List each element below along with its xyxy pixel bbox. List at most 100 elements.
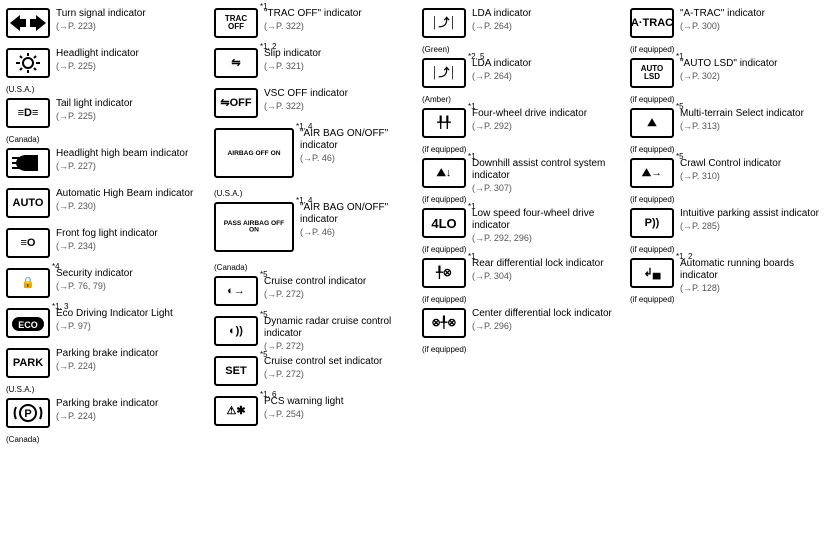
footnote-ref: *5 <box>260 350 268 359</box>
footnote-ref: *1, 3 <box>52 302 68 311</box>
footnote-ref: *2, 5 <box>468 52 484 61</box>
parking-icon: P)) <box>630 208 674 238</box>
indicator-entry: ≡OFront fog light indicator(→P. 234) <box>6 228 210 264</box>
atrac-icon: A·TRAC <box>630 8 674 38</box>
indicator-entry: *1TRAC OFF"TRAC OFF" indicator(→P. 322) <box>214 8 418 44</box>
indicator-entry: PARKParking brake indicator(→P. 224) <box>6 348 210 384</box>
page-ref: (→P. 264) <box>472 21 626 32</box>
footnote-ref: *5 <box>676 152 684 161</box>
column-1: Turn signal indicator(→P. 223) Headlight … <box>6 8 210 444</box>
indicator-entry: Turn signal indicator(→P. 223) <box>6 8 210 44</box>
indicator-desc: LDA indicator(→P. 264) <box>472 58 626 82</box>
region-note: (if equipped) <box>630 195 834 204</box>
indicator-label: Low speed four-wheel drive indicator <box>472 208 626 232</box>
indicator-entry: *5⛰Multi-terrain Select indicator(→P. 31… <box>630 108 834 144</box>
indicator-desc: "AUTO LSD" indicator(→P. 302) <box>680 58 834 82</box>
indicator-entry: *1, 6⚠✱PCS warning light(→P. 254) <box>214 396 418 432</box>
page-ref: (→P. 46) <box>300 153 418 164</box>
4lo-icon: 4LO <box>422 208 466 238</box>
indicator-label: Four-wheel drive indicator <box>472 108 626 120</box>
indicator-label: Parking brake indicator <box>56 398 210 410</box>
indicator-desc: Rear differential lock indicator(→P. 304… <box>472 258 626 282</box>
page-ref: (→P. 272) <box>264 289 418 300</box>
indicator-desc: Cruise control set indicator(→P. 272) <box>264 356 418 380</box>
indicator-entry: *2, 5│⤴│LDA indicator(→P. 264) <box>422 58 626 94</box>
indicator-label: Headlight indicator <box>56 48 210 60</box>
pcircle-icon: P <box>6 398 50 428</box>
indicator-label: Eco Driving Indicator Light <box>56 308 210 320</box>
indicator-desc: LDA indicator(→P. 264) <box>472 8 626 32</box>
indicator-label: Front fog light indicator <box>56 228 210 240</box>
region-note: (Green) <box>422 45 626 54</box>
svg-text:4LO: 4LO <box>431 216 456 231</box>
indicator-label: PCS warning light <box>264 396 418 408</box>
indicator-label: VSC OFF indicator <box>264 88 418 100</box>
page-ref: (→P. 76, 79) <box>56 281 210 292</box>
page-ref: (→P. 223) <box>56 21 210 32</box>
region-note: (if equipped) <box>630 145 834 154</box>
indicator-entry: P))Intuitive parking assist indicator(→P… <box>630 208 834 244</box>
footnote-ref: *1, 2 <box>676 252 692 261</box>
region-note: (if equipped) <box>422 345 626 354</box>
indicator-label: Slip indicator <box>264 48 418 60</box>
vscoff-icon: ⇋OFF <box>214 88 258 118</box>
indicator-desc: Eco Driving Indicator Light(→P. 97) <box>56 308 210 332</box>
footnote-ref: *1 <box>676 52 684 61</box>
page-ref: (→P. 313) <box>680 121 834 132</box>
indicator-entry: *1, 4PASS AIRBAG OFF ON"AIR BAG ON/OFF" … <box>214 202 418 262</box>
fog-icon: ≡O <box>6 228 50 258</box>
indicator-label: Automatic High Beam indicator <box>56 188 210 200</box>
page-ref: (→P. 230) <box>56 201 210 212</box>
page-ref: (→P. 234) <box>56 241 210 252</box>
page-ref: (→P. 321) <box>264 61 418 72</box>
indicator-desc: "A-TRAC" indicator(→P. 300) <box>680 8 834 32</box>
page-ref: (→P. 292, 296) <box>472 233 626 244</box>
indicator-label: LDA indicator <box>472 58 626 70</box>
indicator-desc: Center differential lock indicator(→P. 2… <box>472 308 626 332</box>
indicator-label: Security indicator <box>56 268 210 280</box>
indicator-label: "AUTO LSD" indicator <box>680 58 834 70</box>
region-note: (Canada) <box>6 135 210 144</box>
page-ref: (→P. 322) <box>264 101 418 112</box>
indicator-entry: *1, 2⇋Slip indicator(→P. 321) <box>214 48 418 84</box>
autolsd-icon: AUTO LSD <box>630 58 674 88</box>
indicator-desc: VSC OFF indicator(→P. 322) <box>264 88 418 112</box>
indicator-label: Downhill assist control system indicator <box>472 158 626 182</box>
cruise-icon: ◐→ <box>214 276 258 306</box>
page-ref: (→P. 302) <box>680 71 834 82</box>
4wd-icon: ╀╀ <box>422 108 466 138</box>
indicator-entry: *4🔒Security indicator(→P. 76, 79) <box>6 268 210 304</box>
indicator-desc: PCS warning light(→P. 254) <box>264 396 418 420</box>
region-note: (if equipped) <box>630 45 834 54</box>
indicator-label: Crawl Control indicator <box>680 158 834 170</box>
indicator-entry: ≡D≡Tail light indicator(→P. 225) <box>6 98 210 134</box>
region-note: (if equipped) <box>630 95 834 104</box>
footnote-ref: *1 <box>468 202 476 211</box>
airbag_us-icon: AIRBAG OFF ON <box>214 128 294 178</box>
pcs-icon: ⚠✱ <box>214 396 258 426</box>
footnote-ref: *1, 2 <box>260 42 276 51</box>
footnote-ref: *1, 4 <box>296 196 312 205</box>
indicator-desc: Security indicator(→P. 76, 79) <box>56 268 210 292</box>
footnote-ref: *1 <box>260 2 268 11</box>
region-note: (U.S.A.) <box>214 189 418 198</box>
radar-icon: ◐)) <box>214 316 258 346</box>
indicator-desc: Downhill assist control system indicator… <box>472 158 626 194</box>
indicator-label: "AIR BAG ON/OFF" indicator <box>300 202 418 226</box>
region-note: (Canada) <box>214 263 418 272</box>
indicator-desc: Crawl Control indicator(→P. 310) <box>680 158 834 182</box>
lda-icon: │⤴│ <box>422 58 466 88</box>
sun-icon <box>6 48 50 78</box>
page-ref: (→P. 224) <box>56 411 210 422</box>
indicator-entry: *1⛰↓Downhill assist control system indic… <box>422 158 626 194</box>
indicator-entry: Headlight high beam indicator(→P. 227) <box>6 148 210 184</box>
indicator-label: Rear differential lock indicator <box>472 258 626 270</box>
indicator-label: Parking brake indicator <box>56 348 210 360</box>
indicator-desc: Front fog light indicator(→P. 234) <box>56 228 210 252</box>
indicator-desc: Turn signal indicator(→P. 223) <box>56 8 210 32</box>
region-note: (U.S.A.) <box>6 85 210 94</box>
indicator-entry: *1AUTO LSD"AUTO LSD" indicator(→P. 302) <box>630 58 834 94</box>
page-ref: (→P. 322) <box>264 21 418 32</box>
footnote-ref: *1 <box>468 252 476 261</box>
region-note: (U.S.A.) <box>6 385 210 394</box>
